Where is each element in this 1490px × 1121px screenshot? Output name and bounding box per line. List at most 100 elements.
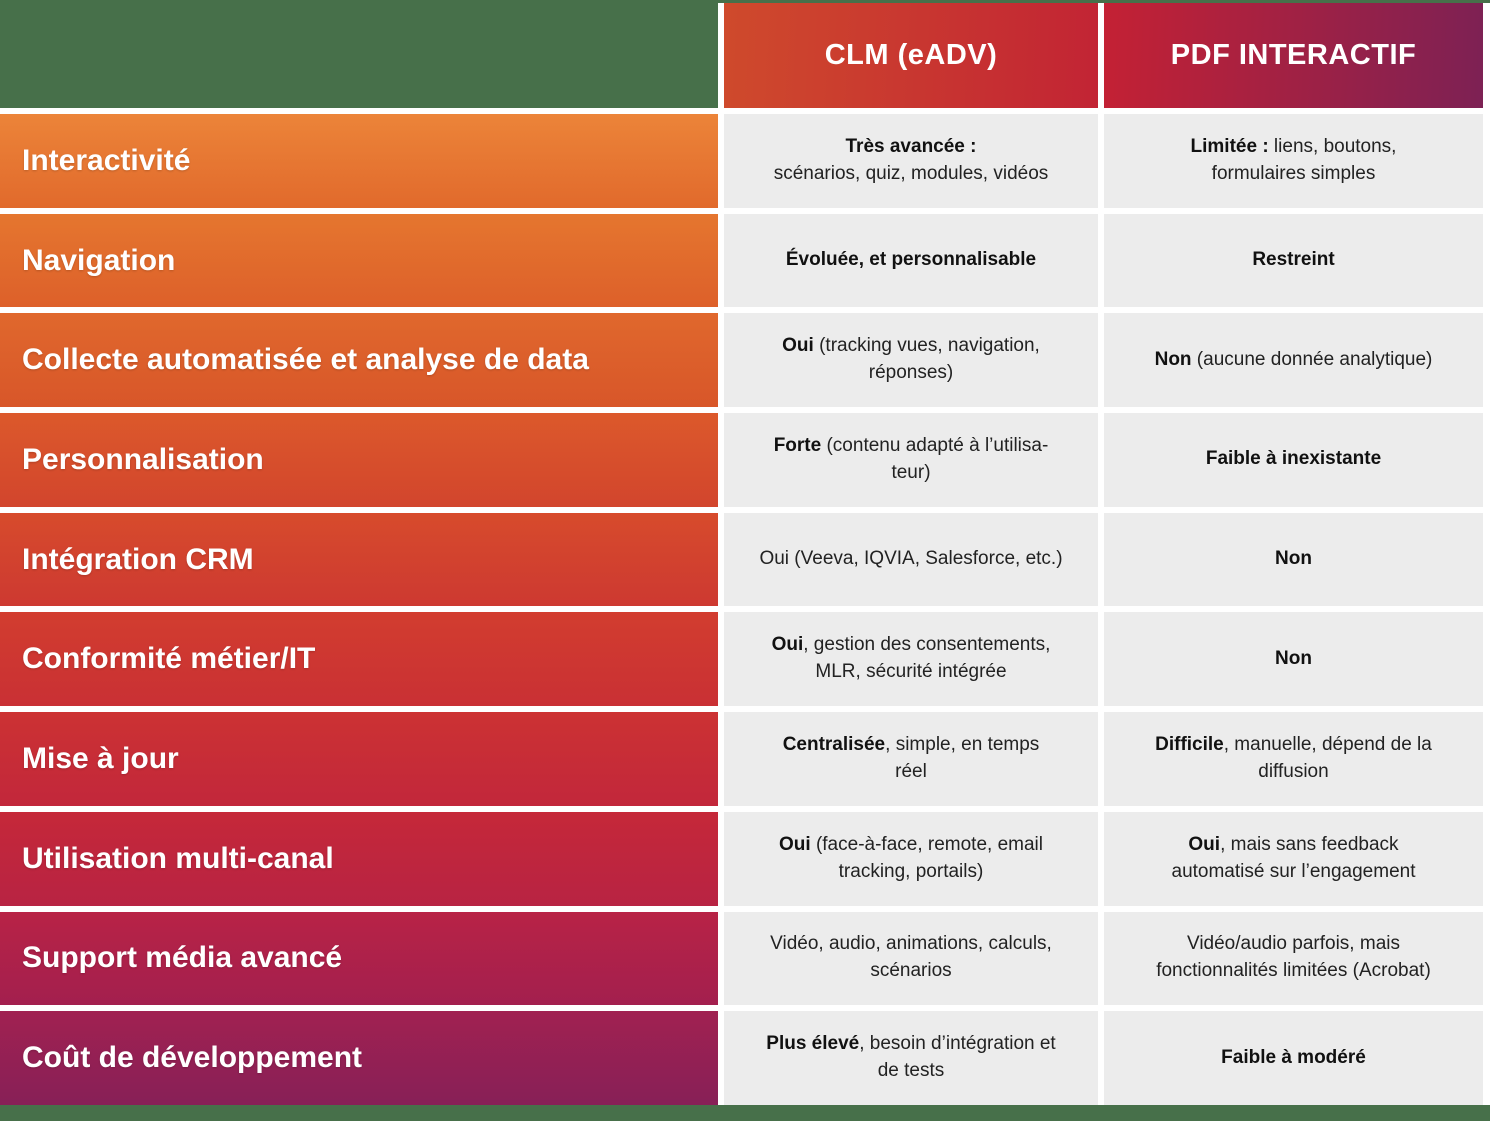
cell-text-bold: Très avancée :: [845, 135, 977, 157]
cell-support-media-clm: Vidéo, audio, animations, calculs, scéna…: [724, 911, 1098, 1006]
cell-interactivite-clm: Très avancée : scénarios, quiz, modules,…: [724, 114, 1098, 208]
cell-text-rest: scénarios, quiz, modules, vidéos: [773, 162, 1049, 184]
cell-text-bold: Oui: [782, 335, 814, 357]
cell-text-rest: (face-à-face, remote, email tracking, po…: [815, 833, 1043, 882]
row-label-text: Conformité métier/IT: [22, 642, 316, 676]
cell-text: Non: [1275, 646, 1312, 673]
cell-text: Oui (face-à-face, remote, email tracking…: [779, 832, 1043, 886]
cell-text: Plus élevé, besoin d’intégration et de t…: [766, 1031, 1055, 1085]
cell-text-rest: , besoin d’intégration et de tests: [859, 1033, 1056, 1082]
cell-text-rest: Vidéo, audio, animations, calculs, scéna…: [770, 933, 1052, 982]
cell-text-rest: , manuelle, dépend de la diffusion: [1223, 734, 1432, 783]
cell-text-bold: Non: [1154, 348, 1192, 370]
cell-text-bold: Forte: [773, 434, 822, 456]
cell-text: Vidéo, audio, animations, calculs, scéna…: [770, 931, 1052, 985]
cell-collecte-data-pdf: Non (aucune donnée analytique): [1104, 313, 1483, 408]
cell-text: Faible à inexistante: [1206, 446, 1381, 473]
cell-text: Très avancée : scénarios, quiz, modules,…: [774, 134, 1049, 188]
row-label-integration-crm: Intégration CRM: [0, 512, 718, 607]
cell-multi-canal-pdf: Oui, mais sans feedback automatisé sur l…: [1104, 811, 1483, 906]
cell-text-bold: Limitée :: [1190, 135, 1269, 157]
cell-text: Oui (tracking vues, navigation, réponses…: [782, 333, 1040, 387]
cell-text-bold: Centralisée: [782, 734, 886, 756]
cell-text-rest: Vidéo/audio parfois, mais fonctionnalité…: [1156, 933, 1431, 982]
cell-text-rest: , mais sans feedback automatisé sur l’en…: [1171, 833, 1416, 882]
cell-text-bold: Oui: [779, 833, 811, 855]
cell-text-bold: Restreint: [1252, 249, 1335, 271]
row-label-mise-a-jour: Mise à jour: [0, 712, 718, 806]
cell-text-bold: Faible à inexistante: [1205, 448, 1382, 470]
cell-personnalisation-pdf: Faible à inexistante: [1104, 413, 1483, 507]
cell-navigation-clm: Évoluée, et personnalisable: [724, 213, 1098, 308]
cell-text: Oui (Veeva, IQVIA, Salesforce, etc.): [759, 546, 1062, 573]
row-label-multi-canal: Utilisation multi-canal: [0, 811, 718, 906]
cell-text-rest: (tracking vues, navigation, réponses): [819, 335, 1040, 384]
cell-text-bold: Difficile: [1155, 734, 1224, 756]
cell-support-media-pdf: Vidéo/audio parfois, mais fonctionnalité…: [1104, 911, 1483, 1006]
cell-multi-canal-clm: Oui (face-à-face, remote, email tracking…: [724, 811, 1098, 906]
header-spacer-green: [0, 3, 718, 108]
cell-text-bold: Non: [1275, 647, 1312, 669]
top-green-band: [0, 0, 1490, 3]
cell-mise-a-jour-clm: Centralisée, simple, en temps réel: [724, 712, 1098, 806]
comparison-table: CLM (eADV) PDF INTERACTIF Interactivité …: [0, 3, 1483, 1105]
cell-text: Faible à modéré: [1221, 1045, 1366, 1072]
cell-conformite-pdf: Non: [1104, 612, 1483, 707]
cell-text-rest: liens, boutons, formulaires simples: [1211, 135, 1397, 184]
row-label-text: Mise à jour: [22, 742, 179, 776]
cell-text-bold: Oui: [1188, 833, 1221, 855]
cell-integration-crm-pdf: Non: [1104, 512, 1483, 607]
row-label-text: Personnalisation: [22, 442, 264, 476]
cell-text-bold: Évoluée, et personnalisable: [785, 249, 1037, 271]
cell-text: Difficile, manuelle, dépend de la diffus…: [1155, 732, 1432, 786]
column-header-pdf: PDF INTERACTIF: [1104, 3, 1483, 108]
cell-text-bold: Oui: [771, 634, 804, 656]
row-label-conformite: Conformité métier/IT: [0, 612, 718, 707]
cell-text: Oui, gestion des consentements, MLR, séc…: [772, 632, 1051, 686]
cell-text: Forte (contenu adapté à l’utilisa- teur): [774, 433, 1049, 487]
cell-personnalisation-clm: Forte (contenu adapté à l’utilisa- teur): [724, 413, 1098, 507]
row-label-text: Coût de développement: [22, 1041, 363, 1075]
cell-text-bold: Plus élevé: [766, 1033, 860, 1055]
cell-text-rest: , simple, en temps réel: [885, 734, 1040, 783]
cell-cout-developpement-pdf: Faible à modéré: [1104, 1011, 1483, 1105]
cell-text: Non (aucune donnée analytique): [1155, 347, 1433, 374]
cell-text: Limitée : liens, boutons, formulaires si…: [1191, 134, 1397, 188]
row-label-text: Interactivité: [22, 143, 191, 177]
row-label-text: Intégration CRM: [22, 542, 254, 576]
column-header-clm: CLM (eADV): [724, 3, 1098, 108]
cell-text: Oui, mais sans feedback automatisé sur l…: [1172, 832, 1416, 886]
row-label-navigation: Navigation: [0, 213, 718, 308]
cell-text: Vidéo/audio parfois, mais fonctionnalité…: [1156, 931, 1431, 985]
cell-text-rest: (contenu adapté à l’utilisa- teur): [826, 434, 1049, 483]
clm-header-label: CLM (eADV): [824, 39, 998, 71]
bottom-green-band: [0, 1105, 1490, 1121]
pdf-header-label: PDF INTERACTIF: [1170, 39, 1417, 71]
cell-text-rest: (aucune donnée analytique): [1191, 348, 1433, 370]
row-label-support-media: Support média avancé: [0, 911, 718, 1006]
cell-cout-developpement-clm: Plus élevé, besoin d’intégration et de t…: [724, 1011, 1098, 1105]
row-label-text: Utilisation multi-canal: [22, 841, 334, 875]
row-label-personnalisation: Personnalisation: [0, 413, 718, 507]
row-label-interactivite: Interactivité: [0, 114, 718, 208]
row-label-text: Collecte automatisée et analyse de data: [22, 343, 589, 377]
cell-text: Restreint: [1252, 247, 1334, 274]
cell-navigation-pdf: Restreint: [1104, 213, 1483, 308]
cell-text: Centralisée, simple, en temps réel: [783, 732, 1040, 786]
cell-text-bold: Non: [1275, 548, 1312, 570]
cell-text: Non: [1275, 546, 1312, 573]
cell-interactivite-pdf: Limitée : liens, boutons, formulaires si…: [1104, 114, 1483, 208]
cell-mise-a-jour-pdf: Difficile, manuelle, dépend de la diffus…: [1104, 712, 1483, 806]
cell-integration-crm-clm: Oui (Veeva, IQVIA, Salesforce, etc.): [724, 512, 1098, 607]
cell-text-rest: , gestion des consentements, MLR, sécuri…: [803, 634, 1051, 683]
row-label-cout-developpement: Coût de développement: [0, 1011, 718, 1105]
row-label-text: Support média avancé: [22, 941, 343, 975]
row-label-text: Navigation: [22, 243, 176, 277]
cell-text-bold: Faible à modéré: [1221, 1046, 1366, 1068]
cell-collecte-data-clm: Oui (tracking vues, navigation, réponses…: [724, 313, 1098, 408]
row-label-collecte-data: Collecte automatisée et analyse de data: [0, 313, 718, 408]
cell-text: Évoluée, et personnalisable: [786, 247, 1036, 274]
cell-conformite-clm: Oui, gestion des consentements, MLR, séc…: [724, 612, 1098, 707]
cell-text-rest: Oui (Veeva, IQVIA, Salesforce, etc.): [759, 548, 1063, 570]
